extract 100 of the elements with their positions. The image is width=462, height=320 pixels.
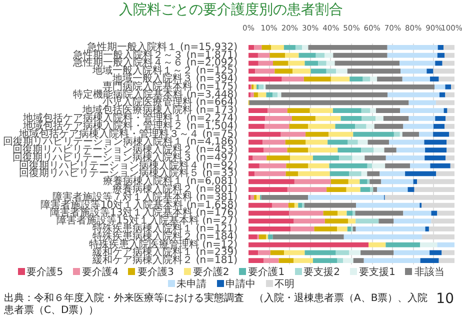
bar <box>278 92 282 98</box>
bar <box>370 187 374 192</box>
bar <box>403 210 432 216</box>
bar <box>362 76 370 82</box>
legend-label: 申請中 <box>224 279 256 291</box>
bar <box>425 148 447 152</box>
bar <box>266 156 290 160</box>
bar <box>439 92 446 98</box>
bar <box>255 68 275 74</box>
bar <box>274 68 293 74</box>
bar <box>288 202 294 208</box>
bar <box>308 163 330 168</box>
legend-label: 要介護4 <box>81 267 118 279</box>
bar <box>249 100 409 106</box>
bar <box>285 140 306 145</box>
bar <box>252 156 267 160</box>
bar <box>289 124 308 129</box>
bar <box>308 45 388 50</box>
bar <box>285 52 299 58</box>
bar <box>259 163 286 168</box>
bar <box>394 250 430 256</box>
bar <box>450 163 454 168</box>
bar <box>337 258 344 263</box>
bar <box>400 132 402 137</box>
bar <box>380 171 406 176</box>
bar <box>298 171 330 176</box>
bar <box>366 124 374 129</box>
bar <box>350 76 363 82</box>
bar <box>355 124 366 129</box>
bar <box>248 124 265 129</box>
legend-label: 要介護5 <box>26 267 64 279</box>
bar <box>402 76 430 82</box>
bar <box>258 84 264 90</box>
bar <box>330 76 350 82</box>
bar <box>304 60 318 66</box>
legend-label: 不明 <box>274 279 294 291</box>
legend-label: 要支援1 <box>358 267 396 279</box>
bar <box>386 242 420 248</box>
bar <box>292 116 316 121</box>
bar <box>352 156 365 160</box>
bar <box>258 250 270 256</box>
source-note: 出典：令和６年度入院・外来医療等における実態調査 （入院・退棟患者票（A、B票）、入院患者票（C、D票）） <box>4 293 428 316</box>
bar <box>248 68 256 74</box>
bar <box>447 108 454 114</box>
bar <box>430 76 439 82</box>
bar <box>388 92 440 98</box>
bar <box>340 116 362 121</box>
bar <box>314 226 338 232</box>
bar <box>396 148 426 152</box>
bar <box>400 60 436 66</box>
bar <box>445 84 451 90</box>
bar <box>248 250 258 256</box>
bar <box>424 140 447 145</box>
bar <box>451 84 454 90</box>
bar <box>413 179 418 184</box>
bar <box>248 226 291 232</box>
bar <box>348 179 360 184</box>
bar <box>295 45 302 50</box>
bar <box>386 156 425 160</box>
bar <box>248 156 253 160</box>
bar <box>248 52 258 58</box>
bar <box>433 124 445 129</box>
bar <box>261 194 308 200</box>
bar <box>361 108 370 114</box>
bar <box>374 148 384 152</box>
bar <box>315 116 341 121</box>
bar <box>271 45 284 50</box>
bar <box>304 250 336 256</box>
bar <box>353 258 364 263</box>
bar <box>419 132 434 137</box>
bar <box>248 210 290 216</box>
bar <box>268 108 288 114</box>
bar <box>355 210 404 216</box>
bar <box>434 84 446 90</box>
bar <box>329 163 368 168</box>
bar <box>302 45 308 50</box>
bar <box>248 202 272 208</box>
bar <box>308 124 336 129</box>
bar <box>250 92 254 98</box>
bar <box>430 163 450 168</box>
bar <box>349 250 361 256</box>
bar <box>449 132 454 137</box>
bar <box>442 60 454 66</box>
bar <box>308 148 338 152</box>
bar <box>356 218 379 224</box>
bar <box>282 76 304 82</box>
bar <box>248 187 288 192</box>
bar <box>437 210 454 216</box>
bar <box>310 68 326 74</box>
bar <box>444 45 454 50</box>
bar <box>248 218 294 224</box>
bar <box>435 116 446 121</box>
bar <box>360 250 394 256</box>
bar <box>338 148 362 152</box>
bar <box>308 194 384 200</box>
bar <box>278 258 294 263</box>
bar <box>367 179 370 184</box>
text: 10 <box>436 291 454 307</box>
bar <box>264 148 288 152</box>
bar <box>347 68 401 74</box>
